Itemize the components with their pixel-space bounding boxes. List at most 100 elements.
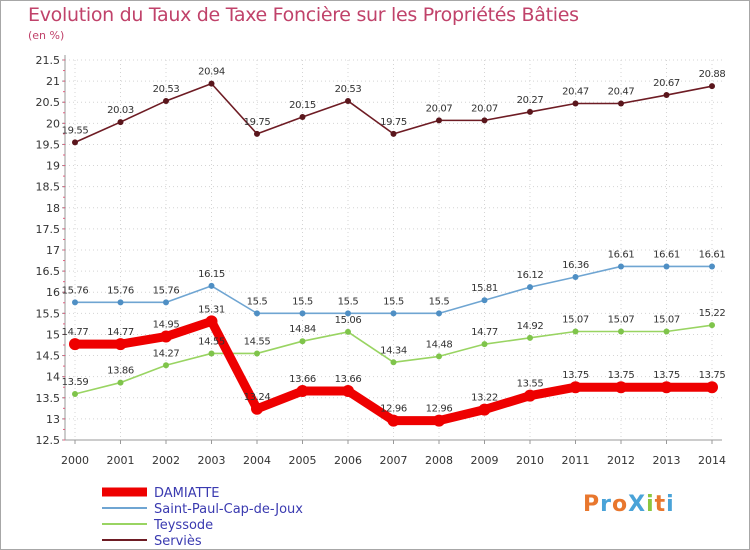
data-label: 16.61 <box>653 249 680 260</box>
data-label: 14.48 <box>426 339 453 350</box>
data-point <box>163 299 169 306</box>
data-label: 15.81 <box>471 283 498 294</box>
data-point <box>709 263 715 270</box>
y-tick-label: 16 <box>46 286 60 299</box>
data-label: 13.55 <box>517 379 544 390</box>
data-point <box>481 297 488 304</box>
data-label: 20.47 <box>608 86 635 97</box>
y-tick-label: 12.5 <box>36 434 61 447</box>
x-tick-label: 2004 <box>243 454 271 467</box>
legend-label-1: Saint-Paul-Cap-de-Joux <box>154 502 303 517</box>
data-labels: 19.55 20.03 20.53 20.94 19.75 20.15 20.53 19.75… <box>62 67 726 415</box>
x-tick-label: 2001 <box>107 454 135 467</box>
x-tick-label: 2010 <box>516 454 544 467</box>
x-tick-label: 2000 <box>61 454 89 467</box>
data-point <box>569 381 582 394</box>
data-label: 15.31 <box>198 304 225 315</box>
y-tick-label: 21 <box>46 75 60 88</box>
data-point <box>208 282 215 289</box>
data-label: 13.24 <box>244 392 271 403</box>
data-point <box>254 350 260 357</box>
data-point <box>254 130 260 137</box>
data-label: 15.07 <box>562 314 589 325</box>
y-tick-label: 18.5 <box>36 181 61 194</box>
data-label: 13.86 <box>107 366 134 377</box>
data-point <box>299 338 306 345</box>
axes: 12.5 13 13.5 14 14.5 15 15.5 16 16.5 17 17.5 18 18.5… <box>36 54 727 467</box>
data-point <box>572 100 579 107</box>
data-point <box>709 83 715 90</box>
data-point <box>527 334 533 341</box>
data-point <box>387 414 400 427</box>
data-point <box>663 328 670 335</box>
data-point <box>345 328 351 335</box>
data-label: 20.67 <box>653 78 680 89</box>
data-label: 15.06 <box>335 315 362 326</box>
data-point <box>436 117 442 124</box>
x-tick-label: 2013 <box>653 454 681 467</box>
logo-letter: r <box>600 492 612 517</box>
y-tick-label: 13 <box>46 413 60 426</box>
data-label: 19.55 <box>62 125 89 136</box>
data-point <box>163 97 169 104</box>
data-label: 15.5 <box>338 296 359 307</box>
data-point <box>205 315 218 328</box>
data-label: 15.07 <box>653 314 680 325</box>
unit-label: (en %) <box>28 29 65 42</box>
data-label: 12.96 <box>426 404 453 415</box>
data-label: 19.75 <box>380 117 407 128</box>
data-point <box>572 328 579 335</box>
data-point <box>663 92 670 99</box>
x-tick-label: 2014 <box>698 454 726 467</box>
data-label: 13.59 <box>62 377 89 388</box>
data-label: 20.94 <box>198 67 225 78</box>
x-tick-label: 2006 <box>334 454 362 467</box>
data-label: 16.36 <box>562 260 589 271</box>
data-label: 14.27 <box>153 348 180 359</box>
y-tick-label: 21.5 <box>36 54 61 67</box>
data-point <box>390 310 397 317</box>
data-label: 15.76 <box>153 285 180 296</box>
data-point <box>160 330 172 343</box>
chart-title: Evolution du Taux de Taxe Foncière sur l… <box>28 4 579 26</box>
data-point <box>117 379 124 386</box>
data-point <box>208 350 215 357</box>
x-tick-label: 2005 <box>289 454 317 467</box>
data-point <box>481 117 488 124</box>
data-label: 15.76 <box>107 285 134 296</box>
data-point <box>572 274 579 281</box>
data-label: 20.15 <box>289 100 316 111</box>
data-point <box>117 119 124 126</box>
data-point <box>117 299 124 306</box>
data-point <box>299 310 306 317</box>
data-point <box>433 414 445 427</box>
data-label: 15.5 <box>247 296 268 307</box>
data-point <box>345 97 351 104</box>
data-label: 20.07 <box>471 103 498 114</box>
data-label: 20.27 <box>517 95 544 106</box>
y-tick-label: 18 <box>46 202 60 215</box>
logo-letter: t <box>654 492 667 517</box>
x-tick-label: 2002 <box>152 454 180 467</box>
data-label: 14.55 <box>198 336 225 347</box>
data-label: 15.76 <box>62 285 89 296</box>
data-point <box>618 328 624 335</box>
data-label: 13.66 <box>289 374 316 385</box>
y-tick-label: 19 <box>46 160 60 173</box>
y-tick-label: 17.5 <box>36 223 61 236</box>
data-point <box>251 402 263 415</box>
data-label: 13.66 <box>335 374 362 385</box>
data-label: 20.88 <box>699 69 726 80</box>
data-label: 14.84 <box>289 324 316 335</box>
logo-letter: X <box>628 492 647 517</box>
legend: DAMIATTESaint-Paul-Cap-de-JouxTeyssodeSe… <box>102 486 303 549</box>
data-point <box>69 338 81 351</box>
logo-letter: i <box>666 492 675 517</box>
data-label: 20.53 <box>335 84 362 95</box>
data-label: 13.75 <box>608 370 635 381</box>
data-label: 20.07 <box>426 103 453 114</box>
data-point <box>390 359 397 366</box>
data-label: 16.15 <box>198 269 225 280</box>
